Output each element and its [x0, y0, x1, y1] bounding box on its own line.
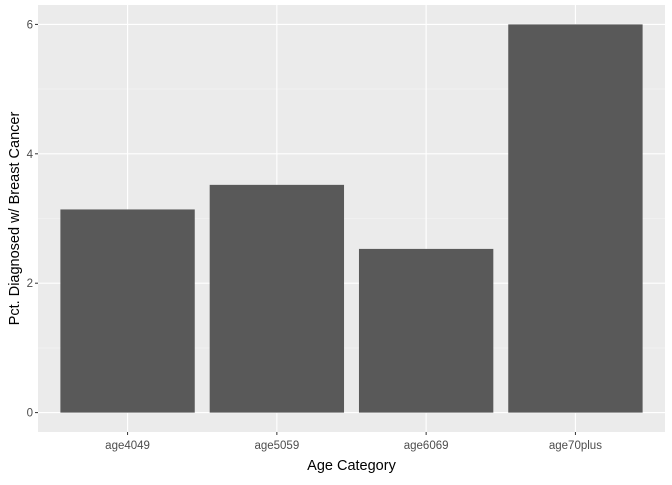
- bar-age70plus: [508, 24, 643, 413]
- bars: [60, 24, 643, 413]
- x-tick-label: age70plus: [549, 440, 602, 452]
- bar-age4049: [60, 209, 195, 413]
- x-axis: age4049 age5059 age6069 age70plus: [105, 432, 602, 452]
- y-tick-label: 2: [27, 278, 33, 290]
- x-tick-label: age4049: [105, 440, 150, 452]
- x-tick-label: age6069: [404, 440, 449, 452]
- x-axis-title: Age Category: [307, 458, 396, 474]
- bar-age6069: [358, 248, 494, 413]
- y-tick-label: 6: [27, 19, 33, 31]
- y-tick-label: 4: [27, 149, 34, 161]
- x-tick-label: age5059: [254, 440, 299, 452]
- y-tick-label: 0: [27, 408, 33, 420]
- bar-age5059: [209, 184, 345, 413]
- y-axis: 0 2 4 6: [27, 19, 38, 420]
- y-axis-title: Pct. Diagnosed w/ Breast Cancer: [7, 112, 23, 326]
